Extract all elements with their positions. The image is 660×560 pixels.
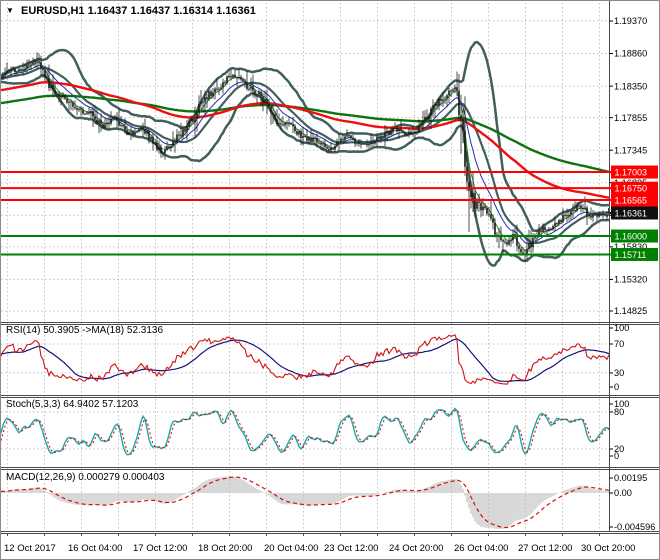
price-level-badge — [611, 181, 658, 195]
ohlc-low: 1.16314 — [173, 5, 214, 17]
price-axis-label: 1.14825 — [614, 306, 647, 316]
price-level-badge-label: 1.16000 — [615, 231, 648, 241]
ohlc-open: 1.16437 — [87, 5, 128, 17]
indicator-axis-label: -0.004596 — [614, 522, 655, 532]
time-axis-label: 26 Oct 04:00 — [454, 543, 508, 554]
chart-title: ▼ EURUSD,H1 1.16437 1.16437 1.16314 1.16… — [6, 5, 256, 17]
price-axis-label: 1.18350 — [614, 81, 647, 91]
indicator-axis-label: 20 — [614, 444, 624, 454]
indicator-axis-label: 100 — [614, 399, 629, 409]
price-axis-label: 1.15320 — [614, 275, 647, 285]
price-level-badge — [611, 229, 658, 243]
rsi-line[interactable] — [1, 334, 609, 385]
indicator-axis-label: 0.00195 — [614, 473, 647, 483]
price-level-badge — [611, 193, 658, 207]
ma-fast-blue-line[interactable] — [1, 64, 609, 245]
price-axis-label: 1.17345 — [614, 145, 647, 155]
chart-symbol-timeframe: EURUSD,H1 — [20, 5, 85, 17]
stoch-panel-label: Stoch(5,3,3) 64.9402 57.1203 — [6, 399, 139, 410]
price-level-badge-label: 1.16565 — [615, 195, 648, 205]
rsi-ma-line[interactable] — [1, 338, 609, 382]
macd-panel-label: MACD(12,26,9) 0.000279 0.000403 — [6, 472, 165, 483]
indicator-axis-label: 30 — [614, 368, 624, 378]
price-level-badge-label: 1.16750 — [615, 184, 648, 194]
price-axis-label: 1.19370 — [614, 16, 647, 26]
panel-separators — [1, 1, 659, 534]
price-level-badge — [611, 165, 658, 179]
grid-lines — [1, 3, 609, 531]
price-level-badge — [611, 247, 658, 261]
price-axis-label: 1.15830 — [614, 242, 647, 252]
candles-series — [1, 52, 609, 262]
time-axis-label: 24 Oct 20:00 — [389, 543, 443, 554]
price-levels — [1, 171, 609, 256]
macd-histogram — [1, 476, 609, 529]
time-axis-label: 27 Oct 12:00 — [518, 543, 572, 554]
price-level-badge — [611, 206, 658, 220]
ohlc-high: 1.16437 — [130, 5, 171, 17]
price-axis-label: 1.17855 — [614, 113, 647, 123]
indicator-axis-label: 100 — [614, 323, 629, 333]
indicator-axis-label: 0 — [614, 451, 619, 461]
indicator-axis-label: 80 — [614, 407, 624, 417]
price-axis[interactable]: 1.193701.188601.183501.178551.173451.168… — [609, 16, 659, 532]
bollinger-middle-band[interactable] — [1, 66, 609, 244]
time-axis-label: 23 Oct 12:00 — [324, 543, 378, 554]
ma-slow-green-line[interactable] — [1, 94, 609, 173]
price-level-badge-label: 1.17003 — [615, 167, 648, 177]
price-axis-label: 1.18860 — [614, 49, 647, 59]
time-axis-label: 20 Oct 04:00 — [264, 543, 318, 554]
indicator-axis-label: 0.00 — [614, 488, 632, 498]
time-axis-label: 16 Oct 04:00 — [68, 543, 122, 554]
price-level-badge-label: 1.15711 — [615, 250, 647, 260]
price-level-badge-label: 1.16361 — [615, 208, 648, 218]
ohlc-close: 1.16361 — [216, 5, 256, 17]
stoch-main-line[interactable] — [1, 407, 609, 456]
ma-slow-red-line[interactable] — [1, 80, 609, 199]
time-axis[interactable]: 12 Oct 2017 16 Oct 04:00 17 Oct 12:00 18 Oc… — [4, 533, 635, 554]
indicator-axis-label: 0 — [614, 382, 619, 392]
bollinger-upper-band[interactable] — [1, 40, 609, 232]
chart-dropdown-icon[interactable]: ▼ — [6, 6, 14, 15]
rsi-panel-label: RSI(14) 50.3905 ->MA(18) 52.3136 — [6, 325, 164, 336]
macd-signal-line[interactable] — [1, 476, 609, 529]
stoch-signal-line[interactable] — [1, 409, 609, 455]
time-axis-label: 18 Oct 20:00 — [198, 543, 252, 554]
time-axis-label: 17 Oct 12:00 — [133, 543, 187, 554]
time-axis-label: 30 Oct 20:00 — [581, 543, 635, 554]
time-axis-label: 12 Oct 2017 — [4, 543, 56, 554]
indicator-axis-label: 70 — [614, 339, 624, 349]
